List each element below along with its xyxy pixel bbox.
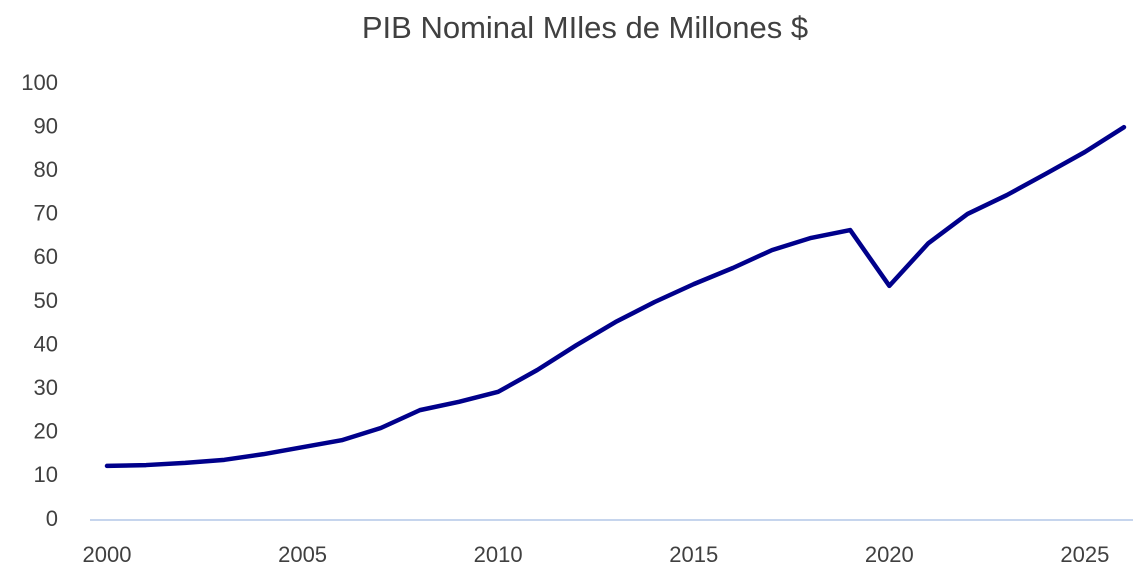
y-tick-label: 70 — [34, 201, 58, 226]
y-tick-label: 20 — [34, 419, 58, 444]
chart-title: PIB Nominal MIles de Millones $ — [362, 10, 808, 45]
y-tick-label: 60 — [34, 244, 58, 269]
y-tick-label: 90 — [34, 113, 58, 138]
y-tick-label: 50 — [34, 288, 58, 313]
y-tick-label: 30 — [34, 375, 58, 400]
line — [104, 124, 1127, 469]
y-tick-label: 40 — [34, 331, 58, 356]
x-tick-label: 2020 — [865, 542, 914, 567]
x-tick-label: 2010 — [474, 542, 523, 567]
y-tick-label: 0 — [46, 506, 58, 531]
y-tick-label: 80 — [34, 157, 58, 182]
x-tick-label: 2000 — [83, 542, 132, 567]
y-tick-label: 10 — [34, 462, 58, 487]
x-tick-label: 2015 — [669, 542, 718, 567]
x-tick-label: 2025 — [1060, 542, 1109, 567]
x-tick-label: 2005 — [278, 542, 327, 567]
y-tick-label: 100 — [21, 70, 58, 95]
